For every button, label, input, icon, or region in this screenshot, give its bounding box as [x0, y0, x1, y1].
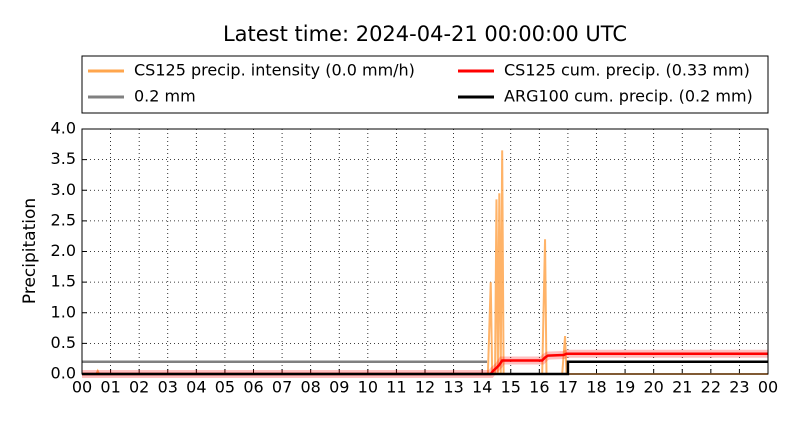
x-tick-label: 03: [158, 378, 178, 397]
y-tick-label: 2.5: [51, 210, 76, 229]
x-tick-label: 02: [129, 378, 149, 397]
legend-label: CS125 cum. precip. (0.33 mm): [504, 61, 750, 80]
x-tick-label: 05: [215, 378, 235, 397]
x-tick-label: 18: [586, 378, 606, 397]
x-tick-label: 11: [386, 378, 406, 397]
x-tick-label: 17: [558, 378, 578, 397]
y-tick-label: 2.0: [51, 241, 76, 260]
x-tick-label: 22: [701, 378, 721, 397]
x-tick-label: 23: [729, 378, 749, 397]
y-axis-label: Precipitation: [20, 198, 40, 304]
x-tick-label: 12: [415, 378, 435, 397]
x-tick-label: 13: [443, 378, 463, 397]
x-tick-label: 15: [501, 378, 521, 397]
x-tick-label: 10: [358, 378, 378, 397]
x-tick-label: 16: [529, 378, 549, 397]
x-tick-label: 14: [472, 378, 492, 397]
legend-box: [81, 55, 769, 114]
y-tick-label: 3.5: [51, 149, 76, 168]
y-tick-label: 4.0: [51, 119, 76, 138]
x-tick-label: 06: [243, 378, 263, 397]
x-tick-label: 04: [186, 378, 206, 397]
y-tick-label: 0.5: [51, 333, 76, 352]
x-tick-label: 20: [643, 378, 663, 397]
y-tick-label: 0.0: [51, 364, 76, 383]
x-tick-label: 07: [272, 378, 292, 397]
plot-frame: [81, 128, 769, 375]
series-halo: [82, 349, 768, 378]
series-line: [82, 150, 768, 375]
x-tick-label: 00: [758, 378, 778, 397]
chart-title: Latest time: 2024-04-21 00:00:00 UTC: [223, 22, 627, 46]
legend-label: ARG100 cum. precip. (0.2 mm): [504, 87, 753, 106]
x-tick-label: 21: [672, 378, 692, 397]
legend-label: 0.2 mm: [134, 87, 196, 106]
legend-label: CS125 precip. intensity (0.0 mm/h): [134, 61, 415, 80]
x-tick-label: 00: [72, 378, 92, 397]
x-tick-label: 09: [329, 378, 349, 397]
x-tick-label: 19: [615, 378, 635, 397]
y-tick-label: 1.0: [51, 302, 76, 321]
series-line: [82, 352, 768, 376]
x-tick-label: 01: [100, 378, 120, 397]
y-tick-label: 1.5: [51, 272, 76, 291]
x-tick-label: 08: [300, 378, 320, 397]
y-tick-label: 3.0: [51, 180, 76, 199]
